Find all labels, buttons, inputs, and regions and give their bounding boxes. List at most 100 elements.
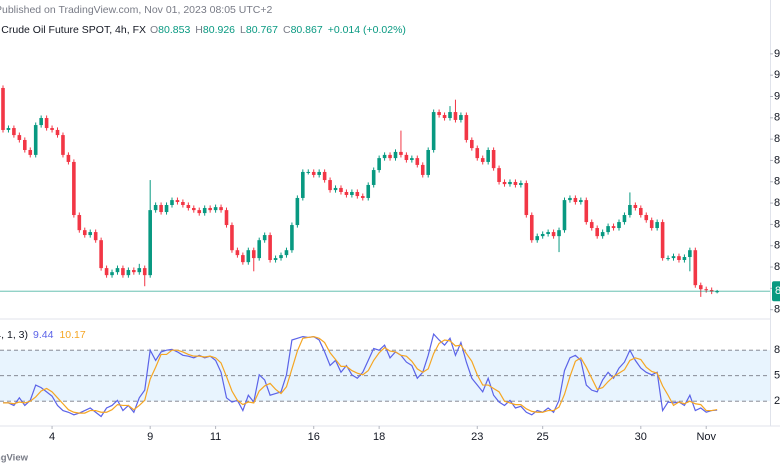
candle-body (573, 197, 578, 203)
candle-body (213, 207, 218, 211)
candle-body (480, 158, 485, 162)
candle-body (44, 118, 49, 129)
y-tick-label: 80 (774, 304, 780, 316)
y-tick-label: 83 (774, 240, 780, 252)
candle-body (540, 233, 545, 237)
candle-body (39, 118, 43, 126)
x-tick-label: 9 (147, 431, 153, 443)
candle-body (164, 205, 169, 213)
y-tick-label: 91 (774, 69, 780, 81)
candle-body (50, 128, 54, 130)
x-tick-label: Nov (696, 431, 716, 443)
y-tick-label: 82 (774, 261, 780, 273)
candles (1, 85, 719, 297)
candle-body (104, 268, 109, 276)
candle-body (110, 272, 114, 276)
x-tick-label: 30 (635, 431, 647, 443)
candle-body (470, 139, 474, 149)
candle-body (562, 200, 567, 231)
y-tick-label: 92 (774, 48, 780, 60)
candle-body (82, 230, 87, 236)
y-tick-label: 89 (774, 112, 780, 124)
indicator-value: 10.17 (59, 329, 85, 341)
candle-body (622, 215, 627, 223)
candle-body (677, 256, 681, 260)
candle-body (6, 128, 11, 130)
candle-body (295, 197, 300, 226)
candle-body (382, 154, 387, 159)
ohlc-change: +0.014 (+0.02%) (328, 24, 406, 36)
candle-body (72, 161, 76, 216)
candle-body (399, 151, 403, 155)
candle-body (535, 236, 540, 241)
stoch-line (3, 335, 718, 414)
footer-logo: TradingView (0, 453, 29, 464)
ohlc-value: 80.853 (158, 24, 190, 36)
candle-body (230, 225, 234, 251)
candle-body (126, 270, 131, 276)
candle-body (529, 215, 534, 241)
candle-body (33, 125, 38, 155)
ohlc-legend: O80.853 H80.926 L80.767 C80.867 +0.014 (+0.0… (150, 24, 406, 36)
x-tick-label: 4 (49, 431, 55, 443)
y-tick-label: 80 (774, 344, 780, 356)
candle-body (132, 270, 136, 273)
candle-body (437, 112, 441, 116)
candle-body (420, 164, 425, 175)
y-tick-label: 87 (774, 154, 780, 166)
candle-body (311, 171, 316, 175)
candle-body (344, 191, 349, 195)
candle-body (377, 158, 381, 171)
candle-body (426, 150, 431, 175)
candle-body (606, 226, 610, 233)
y-tick-label: 20 (774, 395, 780, 407)
candle-body (491, 150, 496, 169)
candle-body (268, 235, 272, 260)
x-tick-label: 25 (537, 431, 549, 443)
candle-body (568, 197, 572, 201)
candle-body (12, 128, 16, 136)
candle-body (671, 256, 676, 259)
candle-body (584, 200, 589, 223)
candle-body (519, 183, 523, 185)
candle-body (1, 87, 5, 130)
candle-body (415, 158, 420, 165)
candle-body (393, 151, 398, 159)
candle-body (600, 232, 605, 237)
y-tick-label: 90 (774, 90, 780, 102)
candle-body (23, 139, 27, 150)
candle-body (137, 268, 142, 273)
candle-body (257, 240, 262, 259)
candle-body (235, 250, 240, 256)
candle-body (617, 222, 621, 229)
candle-body (715, 291, 719, 293)
candle-body (360, 196, 365, 198)
ohlc-value: 80.867 (291, 24, 323, 36)
candle-body (186, 205, 191, 208)
candle-body (464, 115, 469, 140)
candle-body (666, 258, 670, 260)
candle-body (224, 210, 229, 226)
candle-body (513, 181, 518, 185)
candle-body (262, 235, 267, 241)
candle-body (633, 205, 638, 208)
candle-body (77, 215, 82, 231)
candle-body (66, 154, 71, 162)
candle-body (306, 171, 311, 173)
y-tick-label: 50 (774, 370, 780, 382)
candle-body (688, 250, 692, 258)
candle-body (17, 135, 22, 140)
candle-body (273, 258, 278, 260)
indicator-title: Stoch (14, 1, 3) (0, 329, 28, 341)
candle-body (475, 148, 480, 159)
candle-body (453, 112, 458, 120)
candle-body (251, 250, 256, 259)
candle-body (279, 255, 283, 259)
candle-body (197, 210, 202, 214)
candle-body (241, 255, 245, 263)
ohlc-key: O (150, 24, 158, 36)
last-price-box (772, 281, 780, 302)
